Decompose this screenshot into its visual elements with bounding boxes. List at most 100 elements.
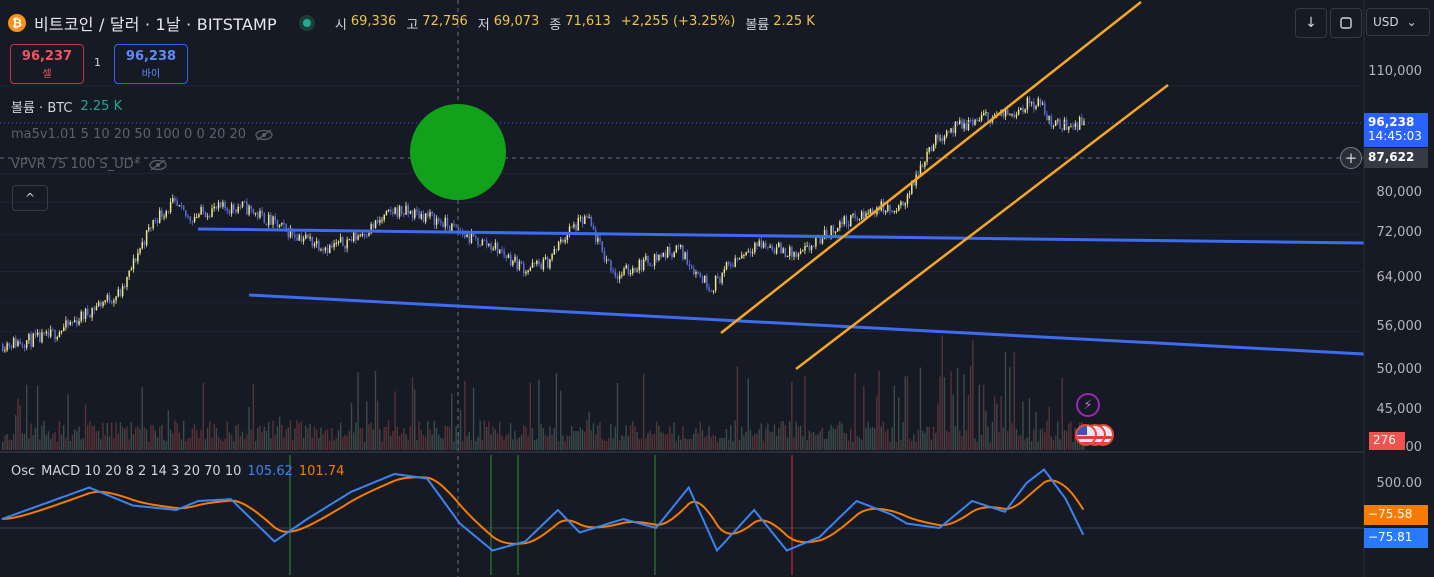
candle-body (363, 234, 366, 236)
buy-button[interactable]: 96,238 바이 (114, 44, 188, 84)
fullscreen-button[interactable] (1330, 8, 1362, 38)
candle-body (928, 147, 930, 152)
volume-bar (865, 427, 867, 450)
volume-bar (342, 437, 344, 450)
candle-body (775, 247, 778, 254)
candle-body (483, 239, 486, 241)
candle-body (248, 205, 250, 215)
candle-body (836, 227, 839, 232)
market-status-icon[interactable] (298, 15, 315, 31)
candle-body (603, 251, 606, 261)
candle-body (756, 243, 758, 246)
volume-bar (867, 421, 869, 450)
volume-bar (41, 425, 43, 450)
volume-bar (36, 385, 39, 450)
buy-price: 96,238 (125, 49, 177, 64)
candle-body (446, 217, 449, 227)
candle-body (778, 243, 780, 248)
candle-body (215, 206, 218, 209)
volume-bar (932, 426, 935, 450)
candle-body (1039, 98, 1042, 105)
volume-bar (152, 425, 154, 450)
candle-body (499, 249, 501, 254)
volume-bar (60, 434, 63, 450)
volume-bar (601, 439, 603, 450)
add-alert-button[interactable]: + (1340, 147, 1362, 169)
volume-bar (108, 436, 111, 450)
volume-bar (551, 434, 553, 450)
candle-body (385, 210, 388, 215)
ma-legend[interactable]: ma5v1.01 5 10 20 50 100 0 0 20 20 (11, 127, 274, 142)
volume-bar (424, 436, 427, 450)
volume-bar (749, 429, 752, 450)
symbol-title[interactable]: 비트코인 / 달러 · 1날 · BITSTAMP (34, 15, 277, 34)
candle-body (492, 248, 494, 250)
volume-bar (658, 426, 660, 450)
volume-bar (2, 441, 4, 450)
candle-body (727, 262, 730, 265)
candle-body (819, 236, 821, 244)
volume-bar (627, 435, 630, 450)
candle-body (540, 264, 542, 270)
eye-hidden-icon[interactable] (254, 128, 274, 141)
vpvr-legend[interactable]: VPVR 75 100 S_UD* (11, 157, 168, 172)
volume-bar (448, 427, 451, 450)
candle-body (695, 272, 697, 275)
volume-bar (339, 422, 342, 450)
volume-bar (762, 440, 765, 450)
volume-bar (636, 432, 638, 450)
candle-body (453, 223, 455, 226)
volume-legend[interactable]: 볼륨 · BTC 2.25 K (11, 97, 122, 116)
candle-body (974, 119, 976, 125)
volume-bar (588, 412, 590, 450)
candle-body (730, 264, 732, 266)
candle-body (950, 128, 952, 133)
oscillator-legend[interactable]: Osc MACD 10 20 8 2 14 3 20 70 10 105.62 … (11, 464, 344, 479)
us-flag-event-icon[interactable] (1075, 424, 1097, 446)
volume-bar (989, 441, 991, 450)
candle-body (1059, 119, 1061, 129)
collapse-legend-button[interactable]: ^ (12, 185, 48, 211)
candle-body (346, 239, 348, 249)
candle-body (634, 268, 636, 272)
candle-body (254, 212, 257, 214)
candle-body (76, 320, 78, 325)
volume-bar (363, 441, 366, 450)
volume-bar (902, 422, 904, 450)
volume-bar (468, 431, 470, 450)
candle-body (180, 205, 183, 207)
candle-body (152, 220, 154, 229)
osc-axis-label: 500.00 (1376, 476, 1423, 491)
candle-body (538, 260, 540, 265)
macd-line (1, 468, 1085, 553)
volume-bar (446, 426, 449, 450)
volume-bar (206, 427, 209, 450)
volume-bar (82, 438, 85, 450)
sell-button[interactable]: 96,237 셀 (10, 44, 84, 84)
volume-bar (1063, 430, 1066, 450)
volume-bar (226, 421, 228, 450)
eye-hidden-icon[interactable] (148, 158, 168, 171)
candle-body (1074, 123, 1077, 127)
lightning-event-icon[interactable]: ⚡ (1076, 393, 1100, 417)
candle-body (39, 332, 41, 343)
scroll-down-button[interactable]: ↓ (1295, 8, 1327, 38)
candle-body (165, 211, 167, 217)
candle-body (1024, 109, 1026, 113)
volume-bar (1054, 435, 1057, 450)
currency-select[interactable]: USD ⌄ (1366, 8, 1430, 36)
candle-body (1052, 125, 1055, 127)
candle-body (684, 252, 686, 260)
candle-body (780, 243, 782, 254)
volume-bar (871, 426, 874, 450)
volume-bar (623, 436, 625, 450)
candle-body (176, 200, 178, 206)
candle-body (58, 332, 61, 338)
volume-bar (8, 439, 10, 450)
candle-body (897, 205, 900, 211)
volume-bar (496, 433, 499, 450)
candle-body (315, 240, 318, 244)
volume-bar (54, 432, 56, 450)
volume-bar (660, 432, 662, 450)
